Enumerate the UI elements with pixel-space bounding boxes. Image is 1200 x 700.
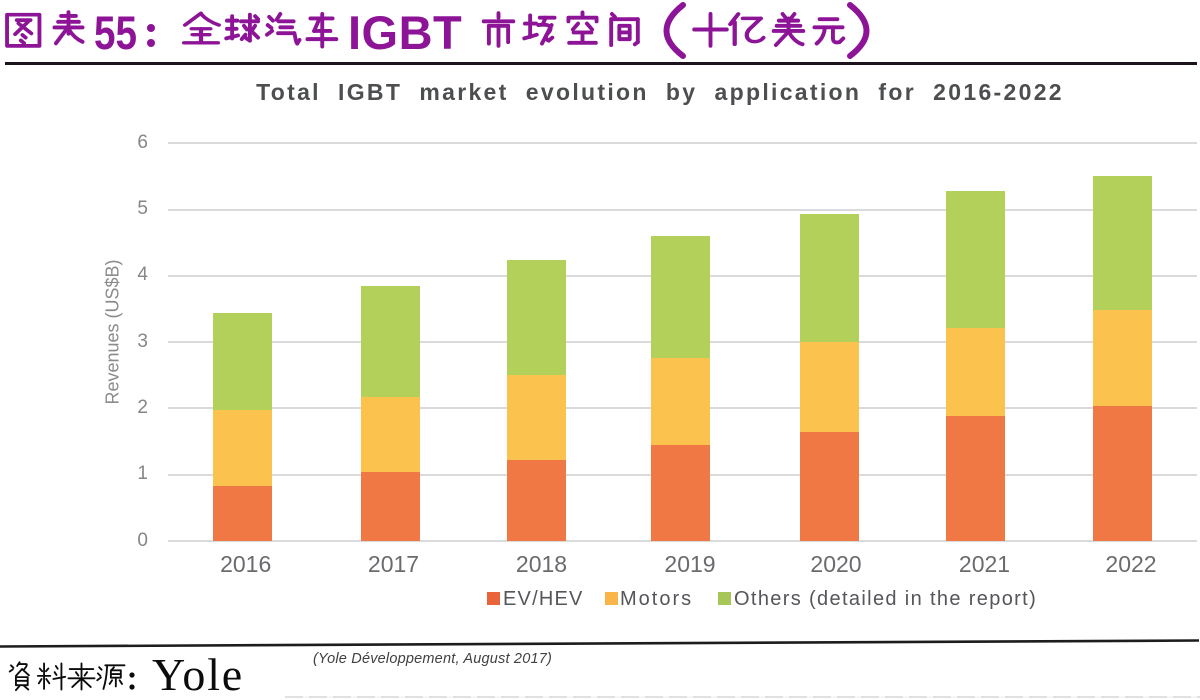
svg-text:Yole: Yole [152, 655, 244, 700]
svg-text:IGBT: IGBT [348, 6, 462, 59]
svg-text:55: 55 [94, 6, 137, 59]
